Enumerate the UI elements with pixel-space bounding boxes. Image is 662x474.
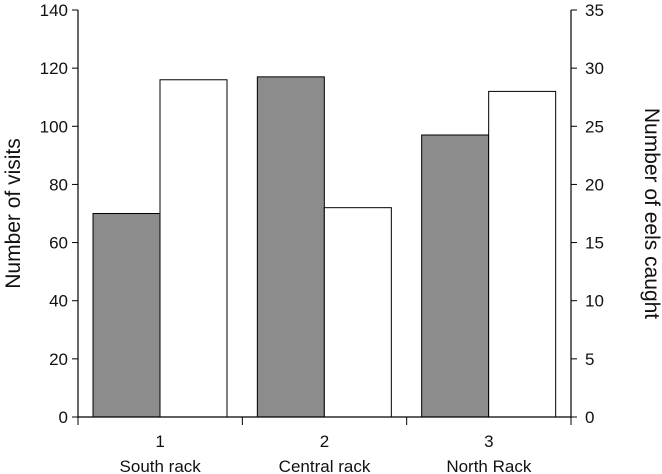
- y-left-tick-label: 140: [40, 1, 68, 20]
- eels-bar: [323, 207, 392, 418]
- visits-bar: [256, 76, 325, 418]
- y-left-tick-label: 0: [59, 408, 68, 427]
- y-right-tick-label: 10: [585, 292, 604, 311]
- axes: [72, 9, 577, 425]
- x-category-label: Central rack: [279, 457, 371, 474]
- visits-bars: [92, 76, 490, 418]
- y-left-tick-label: 100: [40, 117, 68, 136]
- y-right-tick-label: 35: [585, 1, 604, 20]
- y-left-tick-label: 120: [40, 59, 68, 78]
- x-tick-label: 2: [320, 432, 329, 451]
- eels-bar: [488, 90, 557, 418]
- y-left-tick-label: 80: [49, 175, 68, 194]
- visits-bar: [421, 134, 490, 418]
- y-left-tick-label: 40: [49, 292, 68, 311]
- y-right-tick-label: 15: [585, 234, 604, 253]
- x-category-label: South rack: [120, 457, 202, 474]
- y-left-tick-label: 20: [49, 350, 68, 369]
- tick-labels: 0 20 40 60 80 100 120 140 0 5 10 15 20 25 30 35 1 South r…: [40, 1, 604, 474]
- x-category-label: North Rack: [446, 457, 532, 474]
- y-left-tick-label: 60: [49, 234, 68, 253]
- eels-bar: [159, 79, 228, 418]
- eels-bars: [159, 79, 557, 418]
- y-axis-right-title: Number of eels caught: [640, 108, 662, 319]
- y-right-tick-label: 20: [585, 175, 604, 194]
- y-right-tick-label: 0: [585, 408, 594, 427]
- y-right-tick-label: 5: [585, 350, 594, 369]
- visits-bar: [92, 213, 161, 418]
- x-tick-label: 1: [155, 432, 164, 451]
- x-tick-label: 3: [484, 432, 493, 451]
- y-right-tick-label: 25: [585, 117, 604, 136]
- y-right-tick-label: 30: [585, 59, 604, 78]
- y-axis-left-title: Number of visits: [2, 138, 25, 289]
